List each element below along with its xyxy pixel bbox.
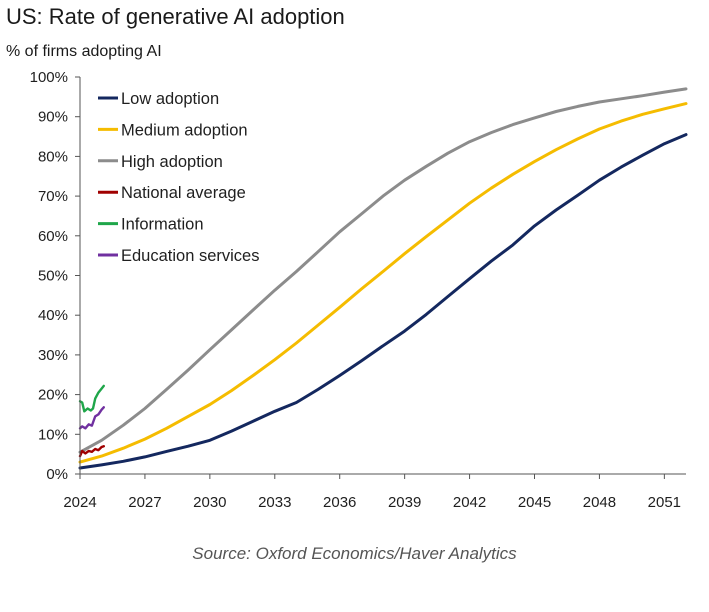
legend-label: National average [121,184,246,202]
series-line-national-average [78,445,105,458]
x-tick-label: 2030 [193,494,226,511]
chart-title: US: Rate of generative AI adoption [6,4,345,29]
legend-label: Information [121,216,204,234]
legend: Low adoption Medium adoption High adoption… [98,90,260,265]
y-tick-label: 30% [38,347,68,364]
source-note: Source: Oxford Economics/Haver Analytics [192,544,517,563]
series-line-medium-adoption [78,102,688,464]
x-tick-label: 2039 [388,494,421,511]
axes: 0% 10% 20% 30% 40% 50% 60% 70% 80% 90% 100% 2024 202… [30,69,686,511]
x-tick-label: 2048 [583,494,616,511]
legend-label: High adoption [121,153,223,171]
y-tick-label: 60% [38,228,68,245]
y-tick-label: 80% [38,148,68,165]
plot-lines [78,87,688,470]
series-line-education-services [78,406,105,430]
y-tick-label: 70% [38,188,68,205]
y-tick-label: 10% [38,426,68,443]
y-tick-label: 50% [38,268,68,285]
x-tick-label: 2042 [453,494,486,511]
y-tick-label: 100% [30,69,68,86]
y-tick-label: 20% [38,387,68,404]
series-line-information [78,384,105,413]
x-tick-label: 2033 [258,494,291,511]
legend-label: Low adoption [121,90,219,108]
x-tick-label: 2024 [63,494,96,511]
x-tick-label: 2051 [648,494,681,511]
legend-label: Medium adoption [121,121,248,139]
x-tick-label: 2027 [128,494,161,511]
x-tick-label: 2045 [518,494,551,511]
y-tick-label: 90% [38,109,68,126]
legend-label: Education services [121,247,260,265]
series-line-high-adoption [78,87,688,454]
y-tick-label: 40% [38,307,68,324]
x-tick-label: 2036 [323,494,356,511]
y-axis-label: % of firms adopting AI [6,43,162,60]
series-line-low-adoption [78,133,688,470]
y-tick-label: 0% [46,466,68,483]
